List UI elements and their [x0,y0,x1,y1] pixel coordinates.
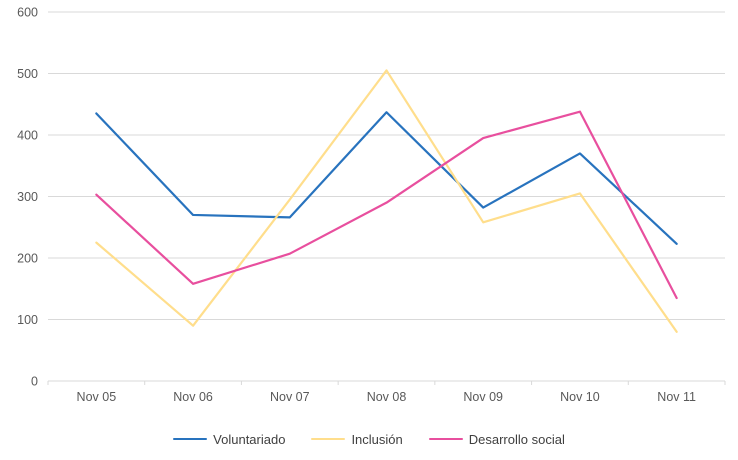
legend-marker-line [311,437,346,441]
legend-item[interactable]: Voluntariado [173,433,285,446]
series-line-Desarrollo social [95,110,678,300]
x-axis-label: Nov 06 [173,390,213,404]
legend-label: Voluntariado [213,431,286,447]
x-axis-label: Nov 07 [270,390,310,404]
legend-marker-line [173,437,208,441]
x-axis-label: Nov 10 [560,390,600,404]
series-line-Inclusión [95,69,678,333]
legend-label: Inclusión [351,431,403,447]
chart-plot-area: 0 100 200 300 400 500 600 Nov 05 Nov 06 Nov 07 Nov… [17,6,726,404]
legend-label: Desarrollo social [468,431,565,447]
y-axis-label: 400 [17,129,38,143]
legend-item[interactable]: Desarrollo social [428,431,565,447]
y-axis-label: 300 [17,190,38,204]
x-axis-label: Nov 09 [463,390,503,404]
y-axis-label: 100 [17,313,38,327]
legend-marker-line [428,437,463,441]
legend-item[interactable]: Inclusión [311,431,403,447]
x-axis-label: Nov 08 [367,390,407,404]
y-axis-label: 0 [31,375,38,389]
x-axis-label: Nov 11 [657,390,696,404]
y-axis-label: 500 [17,67,38,81]
y-axis-label: 600 [17,6,38,20]
y-axis-label: 200 [17,252,38,266]
series-line-Voluntariado [95,111,678,245]
x-axis-label: Nov 05 [77,390,117,404]
chart-legend: Voluntariado Inclusión Desarrollo social [0,428,738,450]
